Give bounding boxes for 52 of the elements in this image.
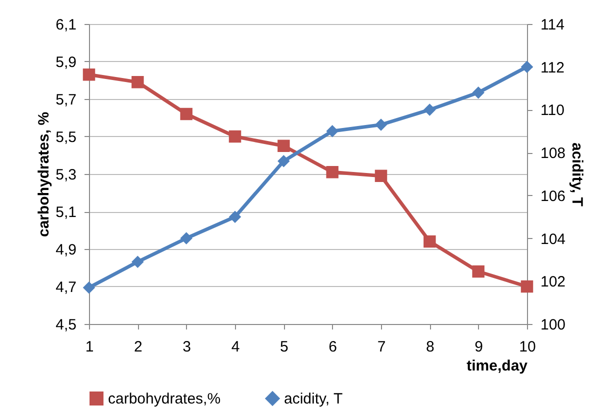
point xyxy=(520,60,534,73)
y-tick-label: 4,5 xyxy=(56,316,76,334)
point xyxy=(472,265,484,278)
x-tick-label: 9 xyxy=(474,338,484,356)
y-tick-label: 5,3 xyxy=(56,166,76,184)
x-tick-label: 8 xyxy=(426,338,434,356)
x-tick-label: 10 xyxy=(519,338,536,356)
y2-tick-label: 112 xyxy=(540,59,564,76)
point xyxy=(326,125,338,138)
x-tick-label: 5 xyxy=(280,338,288,356)
y2-tick-label: 110 xyxy=(540,102,564,120)
x-axis-title: time,day xyxy=(466,358,528,374)
x-tick-label: 4 xyxy=(231,338,240,356)
y2-tick-label: 106 xyxy=(540,188,566,205)
y-tick-label: 6,1 xyxy=(56,16,76,34)
point xyxy=(180,108,192,120)
y-tick-label: 5,1 xyxy=(56,204,76,221)
point xyxy=(82,68,96,81)
point xyxy=(374,118,388,131)
point xyxy=(278,140,290,152)
point xyxy=(132,76,144,88)
y2-tick-label: 108 xyxy=(540,145,566,162)
point xyxy=(326,166,338,178)
x-tick-label: 7 xyxy=(377,338,386,356)
x-tick-label: 1 xyxy=(85,338,94,356)
y2-tick-label: 102 xyxy=(540,274,566,291)
legend-label: acidity, T xyxy=(284,390,343,408)
x-tick-label: 6 xyxy=(328,338,338,356)
point xyxy=(472,86,484,99)
point xyxy=(132,256,144,268)
y2-axis-title: acidity, T xyxy=(568,142,586,206)
y2-tick-label: 104 xyxy=(540,230,566,248)
point xyxy=(228,210,242,223)
y-tick-label: 5,7 xyxy=(56,92,76,108)
y-tick-label: 5,5 xyxy=(56,129,76,146)
y2-tick-label: 114 xyxy=(540,16,564,34)
y-tick-label: 4,7 xyxy=(56,279,76,296)
x-tick-label: 3 xyxy=(182,338,192,356)
point xyxy=(82,281,96,294)
point xyxy=(424,235,436,248)
x-tick-label: 2 xyxy=(134,338,142,356)
point xyxy=(374,170,388,182)
y-tick-label: 5,9 xyxy=(56,54,76,71)
y-axis-title: carbohydrates, % xyxy=(36,112,53,238)
point xyxy=(228,130,242,143)
legend-label: carbohydrates,% xyxy=(108,390,221,408)
y-tick-label: 4,9 xyxy=(56,242,76,258)
y2-tick-label: 100 xyxy=(540,316,566,334)
point xyxy=(180,232,192,244)
point xyxy=(520,280,534,293)
point xyxy=(424,104,436,116)
point xyxy=(278,155,290,168)
